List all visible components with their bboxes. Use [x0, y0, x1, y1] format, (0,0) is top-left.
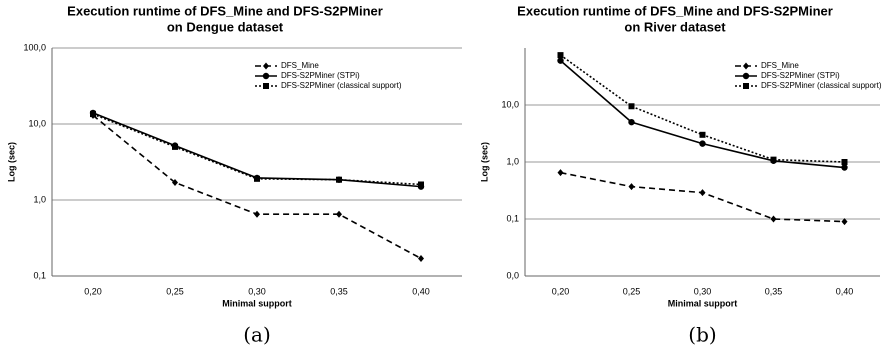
marker	[742, 72, 750, 80]
marker	[841, 159, 848, 165]
legend-label: DFS-S2PMiner (STPi)	[281, 71, 360, 80]
legend-label: DFS-S2PMiner (classical support)	[281, 81, 402, 90]
marker	[841, 164, 848, 171]
marker	[699, 131, 706, 138]
x-axis-label: Minimal support	[668, 298, 738, 308]
marker	[254, 175, 260, 182]
marker	[557, 169, 564, 177]
marker	[841, 218, 848, 226]
x-tick-label: 0,40	[412, 286, 430, 296]
marker	[418, 181, 424, 188]
marker	[743, 62, 749, 70]
series-line	[92, 114, 422, 260]
caption: (b)	[688, 323, 716, 347]
caption: (a)	[243, 323, 271, 347]
marker	[628, 183, 635, 191]
marker	[172, 178, 178, 186]
chart-title: Execution runtime of DFS_Mine and DFS-S2…	[67, 3, 383, 18]
y-tick-label: 1,0	[506, 156, 519, 166]
legend-label: DFS-S2PMiner (classical support)	[761, 81, 882, 90]
marker	[628, 118, 635, 126]
marker	[172, 143, 178, 150]
x-tick-label: 0,20	[84, 286, 102, 296]
x-tick-label: 0,30	[694, 286, 712, 296]
marker	[336, 210, 342, 218]
legend-label: DFS_Mine	[281, 61, 319, 70]
marker	[628, 103, 635, 110]
marker	[90, 111, 96, 118]
y-axis-label: Log (sec)	[479, 142, 489, 182]
y-axis-label: Log (sec)	[6, 142, 16, 182]
marker	[699, 140, 706, 147]
chart-title: Execution runtime of DFS_Mine and DFS-S2…	[517, 3, 833, 18]
y-tick-label: 0,1	[506, 213, 519, 223]
chart: Execution runtime of DFS_Mine and DFS-S2…	[479, 3, 881, 346]
y-tick-label: 10,0	[501, 99, 519, 109]
x-tick-label: 0,25	[166, 286, 184, 296]
y-tick-label: 100,0	[23, 42, 46, 52]
x-tick-label: 0,35	[330, 286, 348, 296]
marker	[336, 176, 342, 183]
marker	[262, 72, 270, 80]
marker	[770, 215, 777, 223]
x-tick-label: 0,35	[765, 286, 783, 296]
marker	[557, 52, 564, 59]
x-axis-label: Minimal support	[222, 298, 292, 308]
chart-title: on River dataset	[624, 19, 726, 34]
marker	[557, 57, 564, 64]
marker	[418, 254, 424, 262]
y-tick-label: 10,0	[28, 118, 46, 128]
x-tick-label: 0,30	[248, 286, 266, 296]
chart: Execution runtime of DFS_Mine and DFS-S2…	[6, 3, 462, 347]
series-line	[92, 113, 422, 186]
y-tick-label: 0,0	[506, 270, 519, 280]
legend-label: DFS-S2PMiner (STPi)	[761, 71, 840, 80]
series-line	[560, 171, 845, 223]
x-tick-label: 0,20	[552, 286, 570, 296]
y-tick-label: 0,1	[33, 270, 46, 280]
marker	[743, 83, 749, 89]
y-tick-label: 1,0	[33, 194, 46, 204]
marker	[263, 83, 269, 89]
chart-title: on Dengue dataset	[167, 19, 284, 34]
marker	[263, 62, 269, 70]
marker	[770, 156, 777, 163]
x-tick-label: 0,40	[836, 286, 854, 296]
marker	[699, 189, 706, 197]
legend-label: DFS_Mine	[761, 61, 799, 70]
x-tick-label: 0,25	[623, 286, 641, 296]
marker	[254, 210, 260, 218]
